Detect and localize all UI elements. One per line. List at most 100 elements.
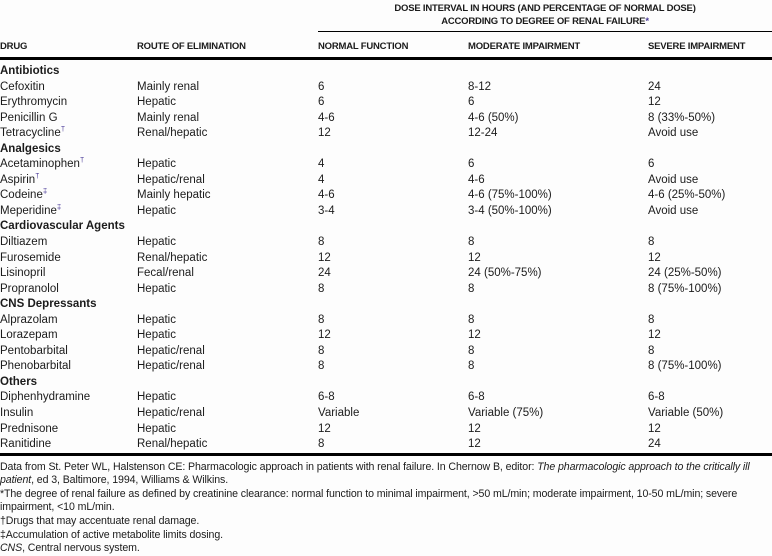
footnote-marker: † [60,126,66,134]
drug-row: Cefoxitin Mainly renal 6 8-12 24 [0,80,772,96]
drug-row: Furosemide Renal/hepatic 12 12 12 [0,251,772,267]
moderate-cell: 24 (50%-75%) [468,267,542,280]
route-cell: Hepatic [137,158,176,171]
drug-name-cell: Diphenhydramine [0,391,91,404]
drug-name-cell: Penicillin G [0,111,58,124]
table-head: DOSE INTERVAL IN HOURS (AND PERCENTAGE O… [0,0,772,59]
drug-name-cell: Acetaminophen† [0,157,85,171]
drug-name-cell: Insulin [0,407,34,420]
section-label: Others [0,375,38,388]
severe-cell: 12 [648,422,661,435]
route-cell: Hepatic/renal [137,344,205,357]
normal-cell: 4-6 [318,111,335,124]
drug-row: Diltiazem Hepatic 8 8 8 [0,235,772,251]
route-cell: Hepatic/renal [137,173,205,186]
drug-row: Phenobarbital Hepatic/renal 8 8 8 (75%-100%) [0,359,772,375]
moderate-cell: 4-6 [468,173,485,186]
route-cell: Hepatic/renal [137,407,205,420]
drug-name-cell: Lorazepam [0,329,58,342]
column-header-drug: DRUG [0,41,28,52]
route-cell: Mainly hepatic [137,189,211,202]
drug-dosing-table: DOSE INTERVAL IN HOURS (AND PERCENTAGE O… [0,0,772,455]
route-cell: Mainly renal [137,111,199,124]
section-label: Cardiovascular Agents [0,220,125,233]
severe-cell: 8 [648,236,655,249]
route-cell: Renal/hepatic [137,251,208,264]
moderate-cell: 12 [468,251,481,264]
moderate-cell: 8 [468,313,475,326]
route-cell: Hepatic [137,391,176,404]
severe-cell: 6 [648,158,655,171]
drug-name-cell: Ranitidine [0,438,52,451]
section-header-row: Analgesics [0,142,772,158]
drug-name-cell: Meperidine‡ [0,203,62,217]
footnote-cns: CNS, Central nervous system. [0,542,140,555]
drug-name-cell: Erythromycin [0,96,68,109]
normal-cell: 12 [318,127,331,140]
drug-row: Prednisone Hepatic 12 12 12 [0,422,772,438]
normal-cell: 8 [318,344,325,357]
moderate-cell: 4-6 (75%-100%) [468,189,552,202]
severe-cell: 8 (75%-100%) [648,360,722,373]
severe-cell: 8 (33%-50%) [648,111,716,124]
moderate-cell: 8 [468,236,475,249]
normal-cell: 8 [318,236,325,249]
normal-cell: 12 [318,422,331,435]
route-cell: Hepatic [137,282,176,295]
severe-cell: Avoid use [648,173,699,186]
section-label: CNS Depressants [0,298,97,311]
column-header-severe: SEVERE IMPAIRMENT [648,41,746,52]
moderate-cell: 6 [468,96,475,109]
normal-cell: 6-8 [318,391,335,404]
group-header-spacer [0,0,318,32]
route-cell: Mainly renal [137,80,199,93]
drug-name-cell: Pentobarbital [0,344,68,357]
moderate-cell: 8 [468,282,475,295]
group-header-row: DOSE INTERVAL IN HOURS (AND PERCENTAGE O… [0,0,772,32]
footnote-source: Data from St. Peter WL, Halstenson CE: P… [0,460,750,487]
severe-cell: Avoid use [648,127,699,140]
moderate-cell: 6 [468,158,475,171]
drug-row: Ranitidine Renal/hepatic 8 12 24 [0,437,772,454]
footnote-dagger: †Drugs that may accentuate renal damage. [0,515,200,528]
normal-cell: Variable [318,407,360,420]
severe-cell: 24 (25%-50%) [648,267,722,280]
severe-cell: 6-8 [648,391,665,404]
drug-name-cell: Prednisone [0,422,59,435]
moderate-cell: 12-24 [468,127,498,140]
footnote-double-dagger: ‡Accumulation of active metabolite limit… [0,528,223,541]
drug-row: Insulin Hepatic/renal Variable Variable (75… [0,406,772,422]
drug-row: Tetracycline† Renal/hepatic 12 12-24 Avoid u… [0,126,772,142]
moderate-cell: 8-12 [468,80,492,93]
moderate-cell: 12 [468,438,481,451]
group-header-line1: DOSE INTERVAL IN HOURS (AND PERCENTAGE O… [394,3,696,14]
normal-cell: 3-4 [318,204,335,217]
normal-cell: 8 [318,438,325,451]
route-cell: Hepatic [137,329,176,342]
route-cell: Hepatic [137,422,176,435]
column-header-normal: NORMAL FUNCTION [318,41,409,52]
drug-name-cell: Codeine‡ [0,188,48,202]
route-cell: Hepatic [137,96,176,109]
severe-cell: Avoid use [648,204,699,217]
group-header-line2: ACCORDING TO DEGREE OF RENAL FAILURE* [441,16,649,27]
drug-name-cell: Alprazolam [0,313,58,326]
section-header-row: Others [0,375,772,391]
section-header-row: Antibiotics [0,64,772,80]
moderate-cell: 3-4 (50%-100%) [468,204,552,217]
route-cell: Fecal/renal [137,267,194,280]
drug-name-cell: Diltiazem [0,236,48,249]
severe-cell: 24 [648,80,661,93]
section-header-row: Cardiovascular Agents [0,219,772,235]
section-header-row: CNS Depressants [0,297,772,313]
severe-cell: 8 (75%-100%) [648,282,722,295]
drug-name-cell: Lisinopril [0,267,46,280]
normal-cell: 4-6 [318,189,335,202]
footnote-marker: ‡ [42,188,48,196]
drug-row: Aspirin† Hepatic/renal 4 4-6 Avoid use [0,173,772,189]
moderate-cell: Variable (75%) [468,407,544,420]
normal-cell: 24 [318,267,331,280]
column-header-moderate: MODERATE IMPAIRMENT [468,41,580,52]
severe-cell: Variable (50%) [648,407,724,420]
column-header-row: DRUG ROUTE OF ELIMINATION NORMAL FUNCTIO… [0,32,772,59]
